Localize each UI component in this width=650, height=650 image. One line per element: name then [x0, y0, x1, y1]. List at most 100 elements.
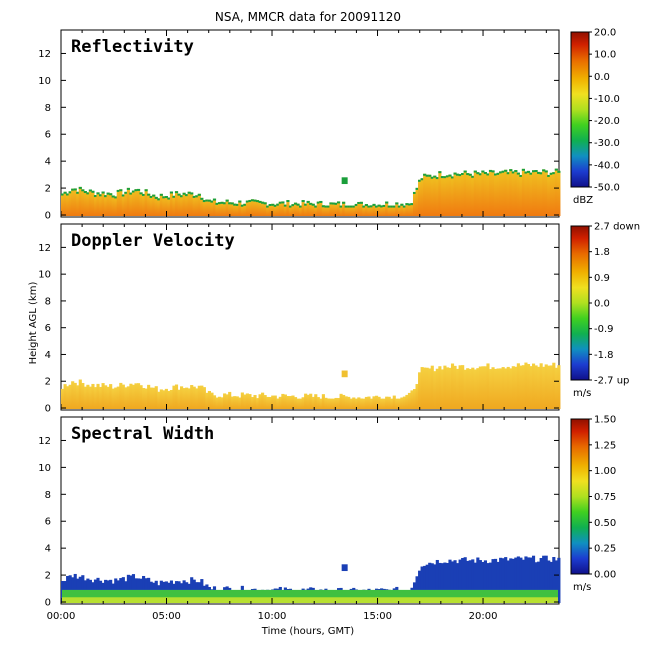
colorbar-label: 0.25 — [594, 544, 616, 555]
cloud-edge — [238, 200, 242, 203]
y-axis-label: Height AGL (km) — [28, 282, 39, 365]
cloud-column — [524, 362, 528, 409]
cloud-column — [76, 385, 80, 409]
cloud-column — [255, 398, 260, 409]
cloud-column — [466, 560, 470, 603]
cloud-edge — [410, 203, 414, 206]
cloud-column — [273, 204, 277, 216]
y-tick-label: 4 — [45, 157, 51, 168]
cloud-column — [430, 176, 434, 216]
cloud-column — [552, 362, 556, 409]
cloud-edge — [159, 193, 163, 196]
cloud-edge — [109, 193, 113, 196]
cloud-column — [121, 194, 125, 216]
panel-1: Reflectivity 0 2 4 6 8 10 12 20.0 10.0 0.0 -10.0 -20… — [38, 28, 620, 222]
cloud-column — [445, 175, 450, 216]
cloud-column — [283, 204, 287, 216]
cloud-edge — [531, 170, 536, 173]
x-tick-label: 05:00 — [152, 611, 181, 622]
cloud-column — [537, 561, 541, 603]
cloud-column — [357, 397, 361, 409]
cloud-column — [172, 385, 176, 409]
cloud-column — [314, 394, 318, 409]
panel-title: Doppler Velocity — [71, 231, 235, 251]
cloud-column — [126, 187, 130, 216]
cloud-column — [129, 575, 133, 603]
cloud-edge — [496, 172, 500, 175]
y-tick-label: 10 — [38, 270, 51, 281]
cloud-column — [344, 205, 348, 216]
cloud-edge — [473, 170, 477, 173]
cloud-edge — [311, 203, 315, 206]
cloud-column — [316, 397, 320, 409]
cloud-edge — [144, 189, 148, 192]
cloud-column — [76, 191, 80, 216]
cloud-column — [134, 383, 138, 409]
y-tick-label: 0 — [45, 404, 51, 415]
cloud-edge — [71, 188, 75, 191]
cloud-column — [278, 396, 282, 409]
cloud-edge — [263, 202, 267, 205]
cloud-column — [392, 205, 396, 216]
cloud-column — [131, 190, 136, 216]
cloud-column — [483, 366, 488, 409]
cloud-column — [337, 398, 341, 409]
cloud-edge — [402, 205, 406, 208]
cloud-column — [235, 203, 239, 216]
cloud-column — [354, 398, 358, 409]
cloud-column — [504, 368, 508, 409]
cloud-edge — [418, 179, 422, 182]
y-tick-label: 12 — [38, 49, 51, 60]
cloud-edge — [154, 196, 158, 199]
cloud-column — [78, 576, 82, 603]
cloud-column — [319, 200, 323, 216]
cloud-column — [210, 200, 214, 216]
cloud-column — [154, 386, 158, 409]
cloud-edge — [440, 176, 444, 179]
cloud-edge — [537, 171, 541, 174]
cloud-column — [499, 171, 503, 216]
cloud-column — [425, 564, 429, 603]
cloud-column — [557, 557, 561, 603]
cloud-column — [220, 397, 224, 409]
cloud-column — [291, 204, 295, 216]
cloud-column — [435, 177, 439, 216]
cloud-edge — [116, 189, 120, 192]
cloud-column — [240, 392, 244, 409]
cloud-column — [200, 385, 204, 409]
cloud-column — [516, 363, 520, 409]
cloud-column — [456, 368, 460, 409]
cloud-column — [354, 203, 358, 216]
cloud-column — [271, 395, 275, 409]
cloud-column — [324, 397, 328, 409]
cloud-column — [526, 557, 531, 603]
colorbar-ramp — [570, 418, 590, 575]
cloud-column — [418, 372, 422, 409]
cloud-column — [549, 365, 553, 409]
cloud-column — [542, 555, 546, 603]
cloud-column — [374, 395, 379, 409]
cloud-column — [111, 195, 115, 216]
colorbar-label: -20.0 — [594, 116, 620, 127]
cloud-column — [450, 363, 455, 409]
cloud-edge — [448, 174, 452, 177]
cloud-edge — [88, 189, 92, 192]
cloud-column — [433, 564, 437, 603]
cloud-column — [438, 562, 442, 603]
cloud-edge — [542, 169, 546, 172]
cloud-column — [390, 205, 394, 216]
cloud-column — [131, 384, 136, 409]
cloud-edge — [66, 193, 70, 196]
cloud-edge — [309, 202, 313, 205]
cloud-column — [114, 196, 118, 216]
panel-3: Spectral Width 0 2 4 6 8 10 12 1.50 1.25 1.00 0.75 0… — [38, 415, 616, 609]
cloud-column — [212, 198, 217, 216]
cloud-edge — [169, 191, 174, 194]
cloud-column — [218, 202, 222, 216]
cloud-column — [478, 366, 482, 409]
cloud-column — [276, 203, 280, 216]
cloud-edge — [233, 203, 237, 206]
cloud-column — [458, 559, 462, 603]
cloud-column — [286, 200, 290, 216]
x-tick-label: 20:00 — [469, 611, 498, 622]
